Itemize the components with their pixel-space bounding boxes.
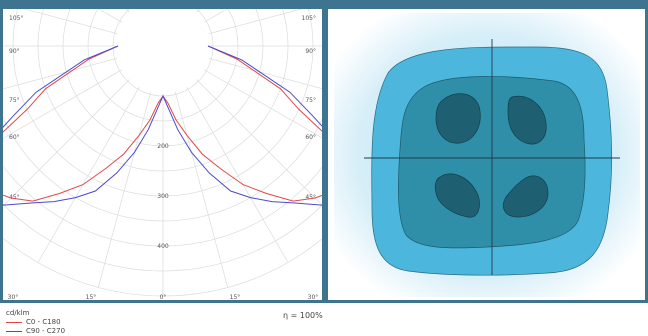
radial-tick-label: 400 [157,243,169,250]
angle-tick-label: 105° [302,15,316,22]
legend-label-c90: C90 - C270 [26,327,66,335]
angle-tick-label: 45° [305,194,316,201]
angle-tick-label: 75° [9,97,20,104]
series-line-c90-c270 [3,45,322,206]
legend: cd/klm C0 - C180 C90 - C270 [6,309,65,336]
legend-swatch-c90 [6,331,22,332]
inner-contour-upper-left [435,93,481,144]
angle-tick-label: 15° [86,294,97,300]
legend-swatch-c0 [6,322,22,323]
legend-label-c0: C0 - C180 [26,318,61,326]
polar-diagram-panel: 105° 105° 90° 90° 75° 75° 60° 60° 45° 45° 30° 15° 0°… [0,9,325,303]
angle-tick-label: 0° [160,294,167,300]
legend-item-c90: C90 - C270 [6,327,65,336]
top-bar [0,0,648,9]
light-distribution-panel [325,9,648,303]
center-disc [115,9,211,94]
angle-tick-label: 90° [9,48,20,55]
radial-tick-label: 200 [157,143,169,150]
inner-contour-upper-right [507,95,547,145]
angle-tick-label: 30° [308,294,319,300]
radial-tick-label: 300 [157,193,169,200]
angle-tick-label: 45° [9,194,20,201]
angle-tick-label: 75° [305,97,316,104]
efficiency-label: η = 100% [283,311,323,320]
angle-tick-label: 15° [230,294,241,300]
legend-item-c0: C0 - C180 [6,318,65,327]
angle-tick-label: 60° [305,134,316,141]
angle-tick-label: 90° [305,48,316,55]
inner-contour-lower-right [503,175,549,218]
angle-tick-label: 30° [8,294,19,300]
isolux-diagram [334,13,640,297]
legend-title: cd/klm [6,309,30,317]
angle-tick-label: 60° [9,134,20,141]
angle-tick-label: 105° [9,15,23,22]
polar-diagram: 105° 105° 90° 90° 75° 75° 60° 60° 45° 45° 30° 15° 0°… [3,9,322,300]
inner-contour-lower-left [434,173,480,218]
